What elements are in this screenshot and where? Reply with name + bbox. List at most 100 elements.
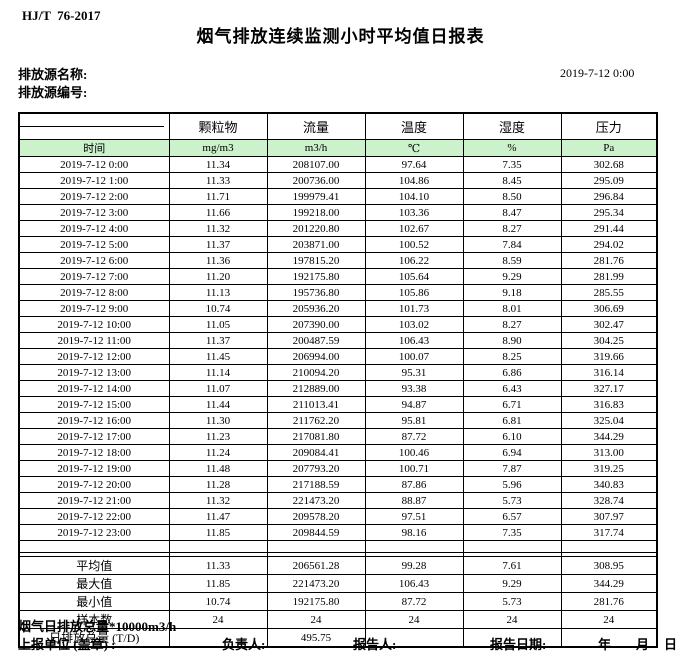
cell-value: 306.69 bbox=[560, 300, 658, 317]
cell-value: 205936.20 bbox=[266, 300, 366, 317]
cell-value: 210094.20 bbox=[266, 364, 366, 381]
table-row: 最大值 11.85 221473.20 106.43 9.29 344.29 bbox=[18, 574, 658, 593]
cell-value: 88.87 bbox=[364, 492, 464, 509]
cell-value: 217081.80 bbox=[266, 428, 366, 445]
cell-value: 9.29 bbox=[462, 574, 562, 593]
table-row: 2019-7-12 23:00 11.85 209844.59 98.16 7.35 31… bbox=[18, 524, 658, 541]
table-row: 2019-7-12 2:00 11.71 199979.41 104.10 8.50 29… bbox=[18, 188, 658, 205]
cell-value: 11.13 bbox=[168, 284, 268, 301]
cell-value: 209578.20 bbox=[266, 508, 366, 525]
cell-value: 6.43 bbox=[462, 380, 562, 397]
cell-value: 7.35 bbox=[462, 524, 562, 541]
cell-value: 7.87 bbox=[462, 460, 562, 477]
table-row: 2019-7-12 14:00 11.07 212889.00 93.38 6.43 32… bbox=[18, 380, 658, 397]
cell-value: 102.67 bbox=[364, 220, 464, 237]
cell-value: 295.34 bbox=[560, 204, 658, 221]
cell-value: 100.07 bbox=[364, 348, 464, 365]
cell-value: 211013.41 bbox=[266, 396, 366, 413]
cell-time: 2019-7-12 17:00 bbox=[18, 428, 170, 445]
cell-value: 344.29 bbox=[560, 574, 658, 593]
cell-value: 106.43 bbox=[364, 574, 464, 593]
cell-value: 11.71 bbox=[168, 188, 268, 205]
cell-value: 221473.20 bbox=[266, 492, 366, 509]
cell-value: 6.94 bbox=[462, 444, 562, 461]
cell-value: 95.31 bbox=[364, 364, 464, 381]
table-row: 2019-7-12 15:00 11.44 211013.41 94.87 6.71 31… bbox=[18, 396, 658, 413]
cell-value: 495.75 bbox=[266, 628, 366, 648]
cell-value: 199979.41 bbox=[266, 188, 366, 205]
cell-value: 206561.28 bbox=[266, 556, 366, 575]
cell-value: 206994.00 bbox=[266, 348, 366, 365]
table-row: 2019-7-12 3:00 11.66 199218.00 103.36 8.47 29… bbox=[18, 204, 658, 221]
cell-value: 11.28 bbox=[168, 476, 268, 493]
cell-value: 11.33 bbox=[168, 172, 268, 189]
table-row: 日排放总量 (T/D) 495.75 bbox=[18, 628, 658, 648]
cell-value: 100.52 bbox=[364, 236, 464, 253]
cell-value: 207793.20 bbox=[266, 460, 366, 477]
cell-value: 106.43 bbox=[364, 332, 464, 349]
cell-value: 308.95 bbox=[560, 556, 658, 575]
cell-value: 203871.00 bbox=[266, 236, 366, 253]
cell-value: 211762.20 bbox=[266, 412, 366, 429]
cell-value: 11.85 bbox=[168, 574, 268, 593]
cell-value: 319.66 bbox=[560, 348, 658, 365]
table-row: 平均值 11.33 206561.28 99.28 7.61 308.95 bbox=[18, 556, 658, 575]
source-code-label: 排放源编号: bbox=[18, 85, 88, 100]
cell-time: 2019-7-12 14:00 bbox=[18, 380, 170, 397]
header-row: 颗粒物 流量 温度 湿度 压力 bbox=[18, 112, 658, 140]
cell-value: 295.09 bbox=[560, 172, 658, 189]
unit-flow: m3/h bbox=[266, 139, 366, 157]
table-row: 2019-7-12 9:00 10.74 205936.20 101.73 8.01 30… bbox=[18, 300, 658, 317]
cell-value: 87.86 bbox=[364, 476, 464, 493]
table-row: 2019-7-12 0:00 11.34 208107.00 97.64 7.35 302… bbox=[18, 156, 658, 173]
cell-time: 2019-7-12 3:00 bbox=[18, 204, 170, 221]
cell-value: 9.29 bbox=[462, 268, 562, 285]
cell-value: 100.46 bbox=[364, 444, 464, 461]
data-rows: 2019-7-12 0:00 11.34 208107.00 97.64 7.35 302… bbox=[18, 156, 658, 541]
cell-value: 6.81 bbox=[462, 412, 562, 429]
cell-value: 317.74 bbox=[560, 524, 658, 541]
cell-value: 307.97 bbox=[560, 508, 658, 525]
cell-value: 209844.59 bbox=[266, 524, 366, 541]
cell-time: 2019-7-12 23:00 bbox=[18, 524, 170, 541]
cell-value: 6.86 bbox=[462, 364, 562, 381]
table-row: 2019-7-12 11:00 11.37 200487.59 106.43 8.90 3… bbox=[18, 332, 658, 349]
cell-value: 316.83 bbox=[560, 396, 658, 413]
cell-value: 8.45 bbox=[462, 172, 562, 189]
cell-value: 10.74 bbox=[168, 592, 268, 611]
cell-time: 2019-7-12 4:00 bbox=[18, 220, 170, 237]
cell-value: 294.02 bbox=[560, 236, 658, 253]
cell-time: 2019-7-12 20:00 bbox=[18, 476, 170, 493]
cell-value: 24 bbox=[462, 610, 562, 629]
cell-value: 316.14 bbox=[560, 364, 658, 381]
cell-value: 11.14 bbox=[168, 364, 268, 381]
col-header-humidity: 湿度 bbox=[462, 112, 562, 140]
blank-row bbox=[18, 540, 658, 553]
cell-value: 7.35 bbox=[462, 156, 562, 173]
corner-cell bbox=[18, 112, 170, 140]
cell-time: 2019-7-12 5:00 bbox=[18, 236, 170, 253]
table-row: 2019-7-12 7:00 11.20 192175.80 105.64 9.29 28… bbox=[18, 268, 658, 285]
col-header-temperature: 温度 bbox=[364, 112, 464, 140]
cell-value: 192175.80 bbox=[266, 592, 366, 611]
cell-value: 207390.00 bbox=[266, 316, 366, 333]
cell-value: 8.50 bbox=[462, 188, 562, 205]
cell-value: 217188.59 bbox=[266, 476, 366, 493]
day-label: 日 bbox=[664, 637, 678, 652]
cell-value: 8.01 bbox=[462, 300, 562, 317]
cell-value: 11.32 bbox=[168, 220, 268, 237]
cell-value: 11.66 bbox=[168, 204, 268, 221]
reporter-label: 报告人: bbox=[353, 637, 397, 652]
cell-value: 6.71 bbox=[462, 396, 562, 413]
page-title: 烟气排放连续监测小时平均值日报表 bbox=[196, 27, 485, 46]
cell-time: 2019-7-12 2:00 bbox=[18, 188, 170, 205]
cell-time: 2019-7-12 12:00 bbox=[18, 348, 170, 365]
cell-value: 281.99 bbox=[560, 268, 658, 285]
cell-value: 99.28 bbox=[364, 556, 464, 575]
cell-value: 201220.80 bbox=[266, 220, 366, 237]
corner-divider-line bbox=[20, 126, 164, 127]
cell-value: 327.17 bbox=[560, 380, 658, 397]
cell-value: 208107.00 bbox=[266, 156, 366, 173]
report-unit-label: 上报单位 (盖章) : bbox=[18, 637, 116, 652]
cell-value: 9.18 bbox=[462, 284, 562, 301]
